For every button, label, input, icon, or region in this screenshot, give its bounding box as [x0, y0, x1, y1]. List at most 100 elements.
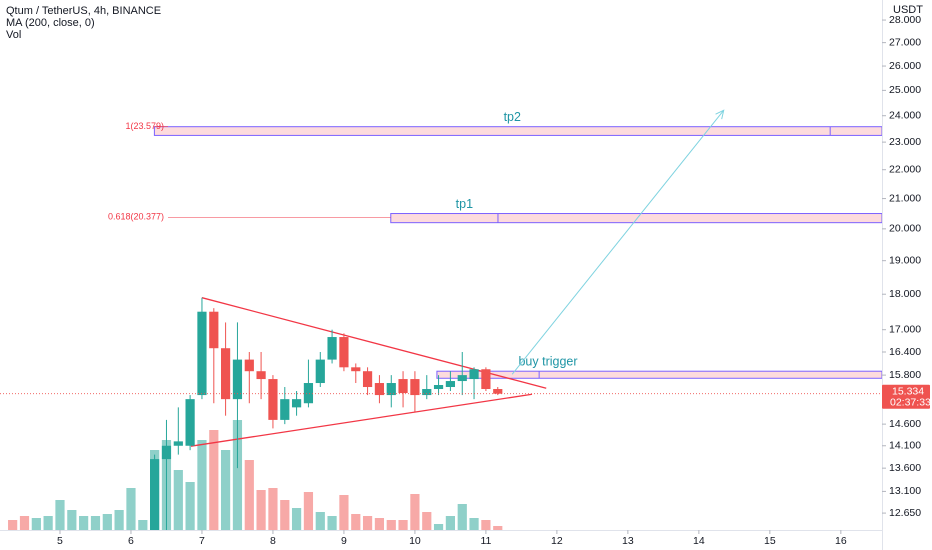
y-tick-label: 14.600	[889, 418, 921, 430]
candle-body	[291, 399, 302, 408]
volume-bar	[268, 488, 278, 530]
volume-bar	[422, 512, 432, 530]
zone	[436, 370, 882, 379]
candle-body	[220, 348, 231, 400]
volume-bar	[351, 514, 361, 530]
y-tick-label: 23.000	[889, 136, 921, 148]
candle-body	[386, 383, 396, 396]
volume-bar	[31, 518, 41, 530]
volume-bar	[244, 460, 254, 530]
volume-bar	[79, 516, 89, 530]
candle-body	[161, 445, 172, 460]
x-tick-label: 15	[764, 535, 776, 547]
candle-body	[398, 379, 408, 394]
zone-label: tp2	[504, 110, 521, 124]
y-tick-label: 18.000	[889, 288, 921, 300]
candle-body	[173, 441, 183, 446]
volume-bar	[126, 488, 136, 530]
x-tick-label: 12	[551, 535, 563, 547]
candle-body	[351, 367, 361, 372]
volume-bar	[457, 504, 467, 530]
volume-bar	[433, 524, 444, 530]
volume-bar	[362, 516, 373, 530]
volume-bar	[315, 512, 325, 530]
y-tick-label: 17.000	[889, 323, 921, 335]
volume-bar	[209, 430, 219, 530]
y-tick-label: 27.000	[889, 36, 921, 48]
x-tick-label: 11	[480, 535, 491, 547]
zone-label: tp1	[456, 197, 473, 211]
y-tick-label: 28.000	[889, 14, 921, 26]
x-tick-label: 5	[57, 535, 63, 547]
volume-bar	[55, 500, 65, 530]
y-tick-label: 21.000	[889, 192, 921, 204]
indicator-label: MA (200, close, 0)	[6, 17, 95, 29]
y-tick-label: 24.000	[889, 109, 921, 121]
volume-bar	[410, 494, 420, 530]
axes: 12.650 13.100 13.600 14.100 14.600 15.800 16.4…	[57, 14, 921, 547]
candle-body	[481, 369, 491, 390]
candle-body	[457, 375, 467, 382]
volume-bar	[114, 510, 124, 530]
candle-body	[303, 383, 314, 404]
y-tick-label: 13.600	[889, 462, 921, 474]
x-tick-label: 9	[341, 535, 347, 547]
volume-bar	[19, 516, 30, 530]
volume-bar	[469, 518, 479, 530]
y-tick-label: 13.100	[889, 485, 921, 497]
candle-body	[374, 383, 385, 396]
x-tick-label: 13	[622, 535, 634, 547]
trend-line	[190, 393, 533, 447]
arrow-head	[715, 109, 725, 120]
volume-bar	[386, 520, 396, 530]
y-tick-label: 15.800	[889, 369, 921, 381]
candle-body	[197, 311, 207, 396]
volume-bar	[256, 490, 266, 530]
volume-bar	[493, 526, 503, 530]
volume-bar	[90, 516, 101, 530]
x-tick-label: 6	[128, 535, 134, 547]
candle-body	[445, 381, 456, 388]
currency-label: USDT	[893, 4, 923, 16]
volume-bar	[339, 495, 349, 530]
volume-bar	[232, 420, 243, 530]
candle-body	[268, 379, 278, 420]
volume-bar	[102, 514, 112, 530]
volume-bar	[67, 510, 77, 530]
candle-body	[339, 337, 349, 368]
x-tick-label: 10	[409, 535, 421, 547]
zone	[153, 126, 882, 136]
chart-title: Qtum / TetherUS, 4h, BINANCE	[6, 5, 161, 17]
x-tick-label: 16	[835, 535, 847, 547]
last-price-label: 15.334	[892, 385, 924, 397]
x-tick-label: 8	[270, 535, 276, 547]
candle-body	[493, 389, 503, 394]
candle-body	[244, 359, 254, 372]
y-tick-label: 12.650	[889, 507, 921, 519]
volume-bar	[220, 450, 231, 530]
volume-bar	[327, 516, 337, 530]
y-tick-label: 22.000	[889, 163, 921, 175]
zone-label: buy trigger	[518, 355, 577, 369]
candle-body	[422, 389, 432, 396]
candle-body	[433, 385, 444, 390]
candle-body	[327, 337, 337, 360]
fib-label: 0.618(20.377)	[108, 212, 164, 222]
volume-bar	[8, 520, 18, 530]
x-tick-label: 7	[199, 535, 205, 547]
volume-bar	[138, 520, 148, 530]
candle-body	[362, 371, 373, 388]
y-tick-label: 26.000	[889, 60, 921, 72]
volume-bar	[185, 482, 195, 530]
candle-body	[469, 369, 479, 380]
y-tick-label: 20.000	[889, 223, 921, 235]
volume-bar	[374, 518, 385, 530]
indicator-label: Vol	[6, 29, 21, 41]
candle-body	[280, 399, 290, 420]
zone	[390, 213, 882, 224]
volume-bar	[43, 516, 53, 530]
fib-label: 1(23.579)	[125, 121, 164, 131]
candle-body	[315, 359, 325, 384]
candle-body	[209, 311, 219, 349]
volume-bar	[280, 500, 290, 530]
